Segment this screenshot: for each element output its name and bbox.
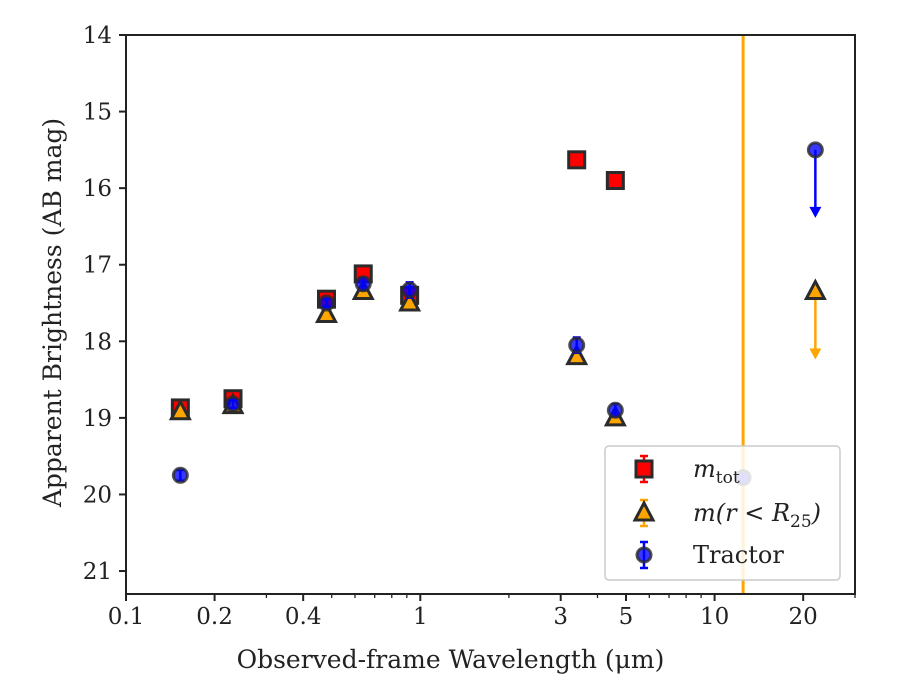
circle-marker (171, 466, 189, 484)
y-tick-label: 18 (83, 329, 112, 355)
circle-data-point (171, 466, 189, 484)
triangle-data-point (314, 301, 338, 323)
x-axis-label: Observed-frame Wavelength (μm) (237, 645, 665, 674)
square-marker (605, 170, 625, 190)
legend-label: m(r < R25) (693, 499, 821, 532)
legend-entry: mtot (634, 454, 740, 488)
x-tick-label: 1 (413, 604, 428, 630)
legend-label: Tractor (693, 541, 784, 569)
legend-circle-marker (635, 546, 653, 564)
circle-data-point (606, 401, 624, 419)
series-circle (171, 141, 824, 487)
y-tick-label: 19 (83, 406, 112, 432)
x-tick-label: 20 (789, 604, 818, 630)
x-tick-label: 5 (619, 604, 634, 630)
legend-box (604, 445, 841, 581)
legend-label: mtot (693, 455, 740, 488)
series-triangle (168, 278, 827, 427)
square-data-point (605, 170, 625, 190)
triangle-data-point (565, 343, 589, 366)
y-tick-label: 16 (83, 176, 112, 202)
circle-marker (317, 294, 335, 312)
circle-marker (224, 395, 242, 413)
x-tick-label: 0.4 (285, 604, 322, 630)
upper-limit-arrowhead (809, 206, 822, 218)
plot-marks (168, 35, 827, 594)
axes: 14 15 16 17 18 19 20 21 0.1 0.2 0.4 1 3 5 10 20 (83, 23, 856, 630)
circle-data-point (568, 336, 586, 355)
y-tick-label: 21 (83, 559, 112, 585)
upper-limit-arrowhead (809, 348, 822, 360)
circle-marker (606, 401, 624, 419)
circle-data-point (224, 395, 242, 413)
series-square (170, 150, 625, 418)
legend-entry: Tractor (635, 540, 784, 570)
triangle-marker (314, 301, 338, 323)
y-tick-label: 14 (83, 23, 112, 49)
triangle-marker (398, 289, 422, 312)
triangle-marker (565, 343, 589, 366)
y-tick-label: 15 (83, 100, 112, 126)
legend: mtot m(r < R25) Tractor (604, 445, 841, 581)
legend-triangle-marker (632, 499, 656, 522)
square-marker (567, 150, 587, 170)
x-tick-label: 0.2 (196, 604, 233, 630)
y-axis-label: Apparent Brightness (AB mag) (38, 118, 67, 508)
triangle-data-point (168, 398, 192, 421)
x-tick-label: 0.1 (108, 604, 145, 630)
plot-frame (125, 34, 856, 595)
legend-square-marker (634, 459, 654, 479)
triangle-data-point (803, 278, 827, 360)
x-tick-label: 10 (700, 604, 729, 630)
x-tick-label: 3 (553, 604, 568, 630)
y-tick-label: 20 (83, 482, 112, 508)
triangle-marker (168, 398, 192, 421)
circle-marker (354, 275, 372, 293)
upper-limit-arrow (809, 149, 822, 218)
circle-marker (568, 336, 586, 354)
triangle-marker (803, 278, 827, 301)
circle-data-point (401, 281, 419, 299)
circle-data-point (354, 275, 372, 293)
square-data-point (567, 150, 587, 170)
legend-entry: m(r < R25) (632, 498, 821, 532)
circle-data-point (806, 141, 824, 218)
triangle-data-point (398, 289, 422, 312)
circle-data-point (317, 294, 335, 312)
circle-marker (401, 281, 419, 299)
y-tick-label: 17 (83, 253, 112, 279)
circle-marker (806, 141, 824, 159)
upper-limit-arrow (809, 291, 822, 360)
